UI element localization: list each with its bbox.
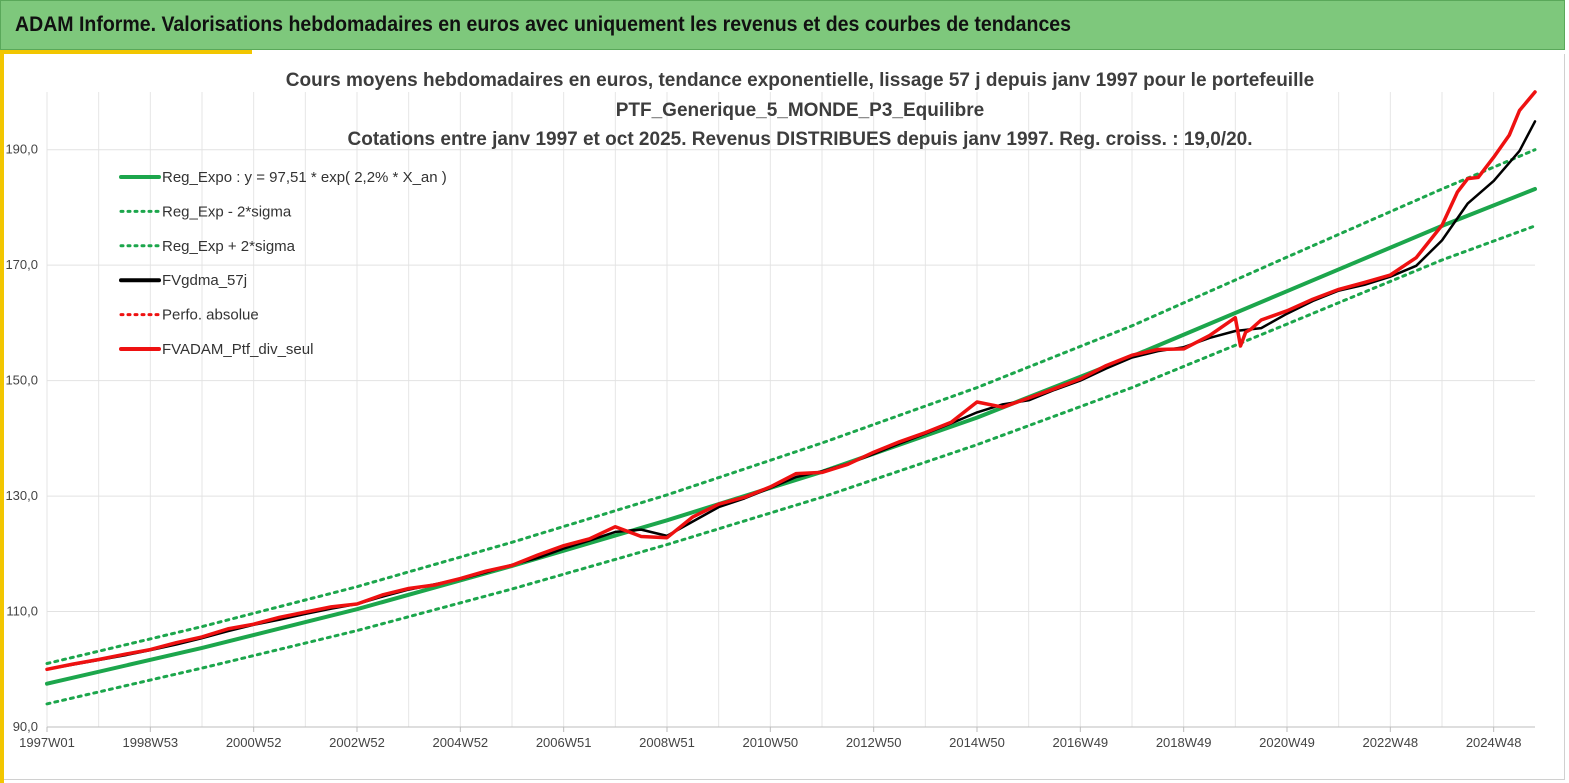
chart-title-line-3: Cotations entre janv 1997 et oct 2025. R… (347, 129, 1253, 150)
legend-label: FVgdma_57j (162, 272, 247, 289)
y-tick-label: 150,0 (5, 373, 38, 388)
x-tick-label: 1997W01 (19, 735, 75, 750)
x-tick-label: 2006W51 (536, 735, 592, 750)
x-tick-label: 2010W50 (743, 735, 799, 750)
legend-label: Reg_Exp - 2*sigma (162, 203, 292, 220)
banner-title: ADAM Informe. Valorisations hebdomadaire… (15, 13, 1072, 36)
accent-bar-left (0, 50, 4, 783)
x-tick-label: 2020W49 (1259, 735, 1315, 750)
series-reg-plus-2sigma (45, 148, 1537, 665)
legend-label: Reg_Expo : y = 97,51 * exp( 2,2% * X_an … (162, 169, 447, 186)
chart-title-line-1: Cours moyens hebdomadaires en euros, ten… (285, 70, 1315, 91)
y-tick-label: 130,0 (5, 488, 38, 503)
series-reg-minus-2sigma (45, 224, 1537, 706)
x-tick-label: 2016W49 (1053, 735, 1109, 750)
x-tick-label: 2022W48 (1363, 735, 1419, 750)
legend-label: Reg_Exp + 2*sigma (162, 238, 296, 255)
axes: 90,0 110,0 130,0 150,0 170,0 190,0 1997W01 1998… (5, 142, 1535, 750)
series-reg-expo (45, 187, 1537, 686)
series-fvgdma-57j (45, 120, 1537, 671)
x-tick-label: 2014W50 (949, 735, 1005, 750)
grid (46, 92, 1535, 728)
legend-label: Perfo. absolue (162, 307, 259, 324)
x-tick-label: 2012W50 (846, 735, 902, 750)
chart-frame (4, 54, 1565, 780)
x-tick-label: 2018W49 (1156, 735, 1212, 750)
y-tick-label: 190,0 (5, 142, 38, 157)
x-tick-label: 2000W52 (226, 735, 282, 750)
y-tick-label: 90,0 (13, 719, 38, 734)
series-fvadam-ptf-div-seul (45, 90, 1537, 672)
x-tick-label: 1998W53 (123, 735, 179, 750)
x-tick-label: 2008W51 (639, 735, 695, 750)
header-banner: ADAM Informe. Valorisations hebdomadaire… (0, 0, 1565, 50)
legend-label: FVADAM_Ptf_div_seul (162, 341, 313, 358)
x-tick-label: 2002W52 (329, 735, 385, 750)
y-tick-label: 170,0 (5, 257, 38, 272)
legend: Reg_Expo : y = 97,51 * exp( 2,2% * X_an … (119, 169, 447, 358)
x-tick-label: 2024W48 (1466, 735, 1522, 750)
chart-title-line-2: PTF_Generique_5_MONDE_P3_Equilibre (615, 100, 985, 121)
x-tick-label: 2004W52 (433, 735, 489, 750)
y-tick-label: 110,0 (6, 604, 38, 619)
accent-bar-top (0, 50, 252, 54)
series-group (45, 90, 1537, 706)
